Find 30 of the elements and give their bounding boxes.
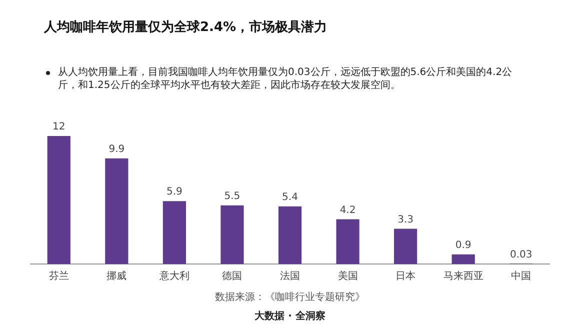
x-tick-label: 挪威 <box>106 270 127 282</box>
chart-subtitle: 从人均饮用量上看，目前我国咖啡人均年饮用量仅为0.03公斤，远远低于欧盟的5.6公斤和美国的4.2公斤，和1.25公斤的全球平均水平也有较大差距，因此市场存在较大发展空间。 <box>57 66 514 92</box>
bar <box>394 228 418 264</box>
data-label: 9.9 <box>108 144 125 155</box>
bar <box>47 136 70 264</box>
bar <box>105 158 128 264</box>
data-label: 4.2 <box>340 204 356 216</box>
x-tick-label: 德国 <box>222 270 242 282</box>
x-tick-label: 马来西亚 <box>443 270 484 282</box>
data-label: 0.03 <box>510 249 532 260</box>
bar <box>452 254 475 264</box>
source-note: 数据来源：《咖啡行业专题研究》 <box>214 290 366 304</box>
x-tick-label: 法国 <box>280 270 300 282</box>
x-tick-label: 意大利 <box>158 270 190 282</box>
x-tick-label: 芬兰 <box>48 270 69 282</box>
x-tick-label: 中国 <box>511 270 532 282</box>
data-label: 0.9 <box>455 240 472 251</box>
bar <box>336 219 360 264</box>
chart-title: 人均咖啡年饮用量仅为全球2.4%，市场极具潜力 <box>44 18 328 36</box>
data-label: 12 <box>52 122 66 133</box>
x-tick-label: 美国 <box>338 270 358 282</box>
x-tick-label: 日本 <box>396 270 416 282</box>
data-label: 5.9 <box>166 186 182 198</box>
bar <box>162 201 186 264</box>
bar <box>220 205 244 264</box>
data-label: 5.4 <box>282 192 298 203</box>
text: 大数据 · 全洞察 <box>254 310 326 323</box>
bar <box>278 206 302 264</box>
data-label: 5.5 <box>224 190 240 202</box>
data-label: 3.3 <box>398 214 414 226</box>
